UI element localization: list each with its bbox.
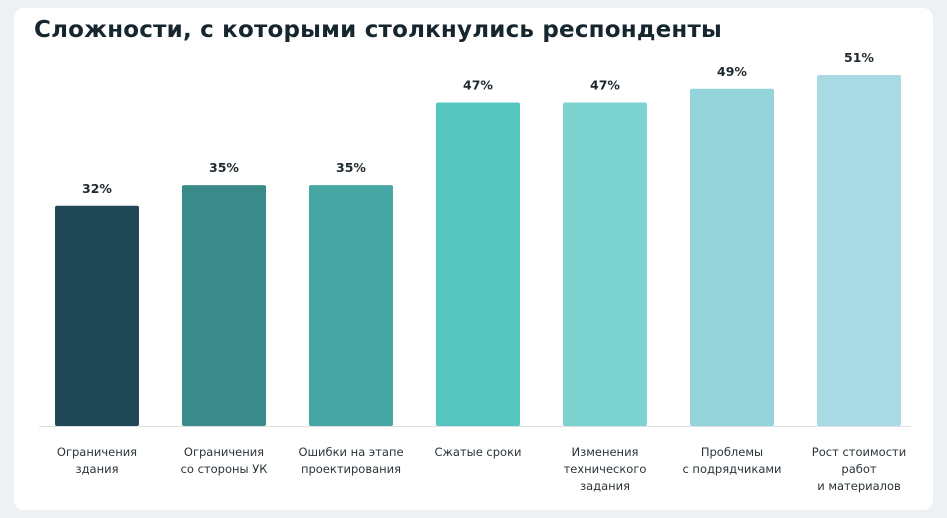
value-labels-group: 32% 35% 35% 47% 47% 49% 51% [82, 50, 874, 196]
bars-group [55, 75, 901, 426]
bar-1 [182, 185, 266, 426]
category-label-line: с подрядчиками [682, 462, 781, 476]
category-labels-group: Ограничения здания Ограничения со стороны У… [57, 445, 906, 493]
category-label-line: Ошибки на этапе [298, 445, 403, 459]
value-label-0: 32% [82, 181, 112, 196]
category-label-line: и материалов [817, 479, 901, 493]
category-label-5: Проблемы с подрядчиками [682, 445, 781, 476]
category-label-line: Проблемы [701, 445, 763, 459]
category-label-line: Ограничения [57, 445, 137, 459]
chart-title: Сложности, с которыми столкнулись респон… [34, 17, 723, 43]
category-label-3: Сжатые сроки [434, 445, 521, 459]
category-label-6: Рост стоимости работ и материалов [812, 445, 906, 493]
category-label-line: задания [580, 479, 630, 493]
value-label-3: 47% [463, 78, 493, 93]
category-label-4: Изменения технического задания [564, 445, 647, 493]
category-label-0: Ограничения здания [57, 445, 137, 476]
category-label-line: Изменения [572, 445, 639, 459]
category-label-line: технического [564, 462, 647, 476]
category-label-line: со стороны УК [181, 462, 268, 476]
value-label-6: 51% [844, 50, 874, 65]
value-label-4: 47% [590, 78, 620, 93]
bar-5 [690, 88, 774, 426]
bar-2 [309, 185, 393, 426]
category-label-2: Ошибки на этапе проектирования [298, 445, 403, 476]
bar-0 [55, 205, 139, 426]
category-label-line: здания [75, 462, 118, 476]
category-label-line: Сжатые сроки [434, 445, 521, 459]
category-label-line: Ограничения [184, 445, 264, 459]
category-label-line: Рост стоимости [812, 445, 906, 459]
bar-4 [563, 102, 647, 426]
value-label-1: 35% [209, 160, 239, 175]
category-label-line: работ [841, 462, 876, 476]
value-label-2: 35% [336, 160, 366, 175]
bar-6 [817, 75, 901, 426]
value-label-5: 49% [717, 64, 747, 79]
category-label-line: проектирования [301, 462, 401, 476]
category-label-1: Ограничения со стороны УК [181, 445, 268, 476]
bar-3 [436, 102, 520, 426]
